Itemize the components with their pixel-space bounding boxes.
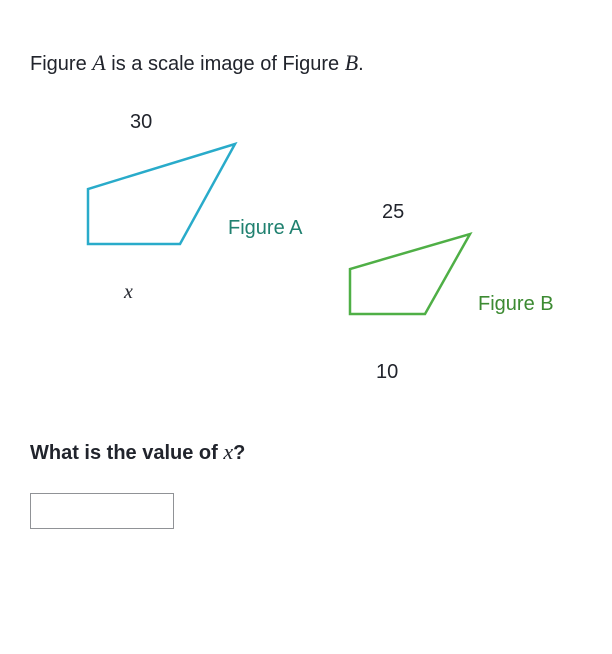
intro-prefix: Figure: [30, 53, 92, 75]
figure-a-bottom-label: x: [124, 281, 133, 304]
question-prefix: What is the value of: [30, 442, 223, 464]
problem-statement: Figure A is a scale image of Figure B.: [30, 48, 582, 79]
figures-svg: [30, 89, 582, 409]
question-var: x: [223, 439, 233, 464]
figure-a-shape: [88, 144, 235, 244]
intro-var-a: A: [92, 50, 105, 75]
figure-b-shape: [350, 234, 470, 314]
figure-a-top-label: 30: [130, 111, 152, 134]
answer-input[interactable]: [30, 493, 174, 529]
figure-a-name-label: Figure A: [228, 217, 302, 240]
intro-mid: is a scale image of Figure: [106, 53, 345, 75]
figure-b-name-label: Figure B: [478, 293, 554, 316]
figure-area: 30 x Figure A 25 10 Figure B: [30, 89, 582, 409]
question-text: What is the value of x?: [30, 439, 582, 465]
intro-suffix: .: [358, 53, 364, 75]
intro-var-b: B: [345, 50, 358, 75]
figure-b-top-label: 25: [382, 201, 404, 224]
question-suffix: ?: [233, 442, 245, 464]
figure-b-bottom-label: 10: [376, 361, 398, 384]
